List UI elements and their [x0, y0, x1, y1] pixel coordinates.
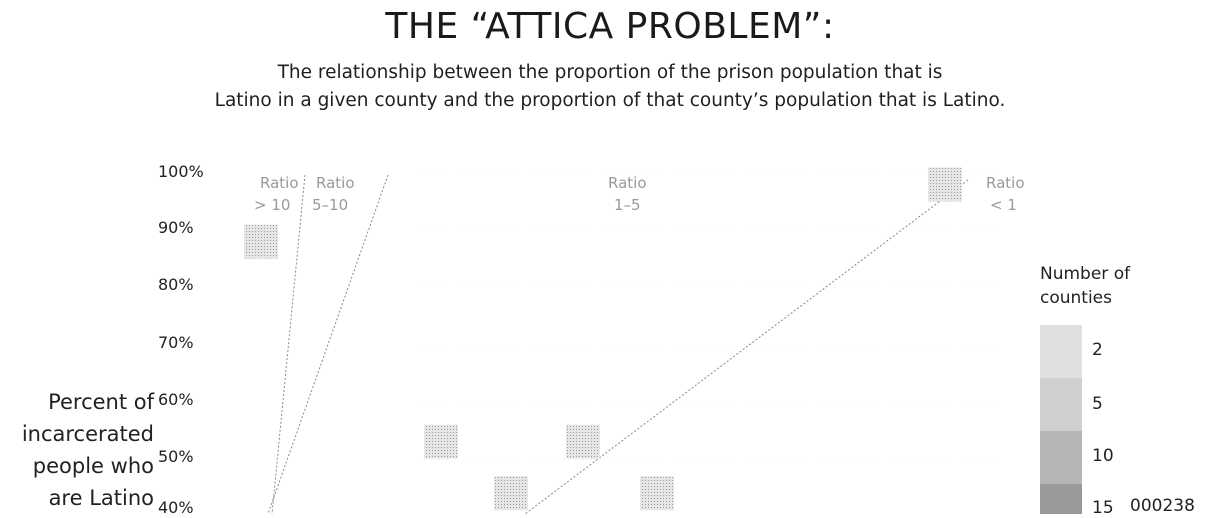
region-label-gt10-line-2: > 10 — [254, 196, 290, 214]
y-tick-label: 90% — [158, 218, 194, 237]
legend-label-10: 10 — [1092, 446, 1114, 466]
heatmap-cell — [244, 224, 278, 259]
heatmap-cell — [494, 476, 528, 511]
legend-title-line-1: Number of — [1040, 264, 1131, 284]
chart-subtitle-line-2: Latino in a given county and the proport… — [214, 90, 1006, 111]
y-tick-label: 40% — [158, 498, 194, 517]
heatmap-cell — [566, 424, 600, 459]
heatmap-cell — [928, 167, 962, 202]
y-axis-label-line-2: incarcerated — [21, 422, 154, 446]
legend-label-15: 15 — [1092, 498, 1114, 518]
y-axis-label-line-4: are Latino — [48, 486, 154, 510]
region-boundary-line — [524, 179, 969, 514]
legend-label-2: 2 — [1092, 340, 1103, 360]
heatmap-cell — [640, 476, 674, 511]
legend-swatch — [1040, 484, 1082, 514]
y-tick-label: 70% — [158, 333, 194, 352]
legend-title: Number of counties — [1040, 262, 1130, 310]
region-label-lt1-line-2: < 1 — [990, 196, 1017, 214]
region-label-1to5-line-1: Ratio — [608, 174, 647, 192]
region-label-gt10-line-1: Ratio — [260, 174, 299, 192]
region-label-1to5-line-2: 1–5 — [614, 196, 641, 214]
region-label-5to10-line-1: Ratio — [316, 174, 355, 192]
heatmap-cell — [424, 424, 458, 459]
y-axis-label-line-1: Percent of — [48, 390, 154, 414]
chart-subtitle-line-1: The relationship between the proportion … — [277, 62, 943, 83]
legend-swatch — [1040, 431, 1082, 484]
legend-title-line-2: counties — [1040, 288, 1113, 308]
legend-label-5: 5 — [1092, 394, 1103, 414]
legend-swatch — [1040, 325, 1082, 378]
y-axis-label-line-3: people who — [32, 454, 154, 478]
document-code: 000238 — [1130, 496, 1195, 516]
chart-title: THE “ATTICA PROBLEM”: — [385, 6, 835, 47]
y-tick-label: 100% — [158, 162, 204, 181]
legend-swatch — [1040, 378, 1082, 431]
region-label-lt1-line-1: Ratio — [986, 174, 1025, 192]
region-label-5to10-line-2: 5–10 — [312, 196, 348, 214]
y-tick-label: 50% — [158, 447, 194, 466]
region-boundary-line — [267, 174, 389, 514]
y-tick-label: 60% — [158, 390, 194, 409]
y-tick-label: 80% — [158, 275, 194, 294]
region-boundary-line — [271, 174, 306, 514]
